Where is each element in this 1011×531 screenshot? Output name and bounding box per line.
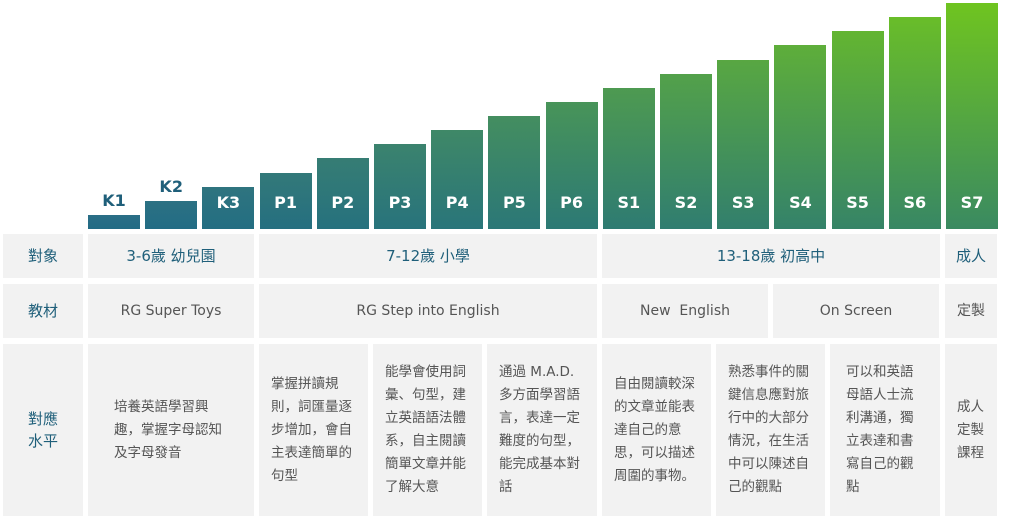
level-label-p5: P5 xyxy=(502,193,526,212)
level-bar-p5 xyxy=(488,116,541,229)
level-bar-k3 xyxy=(202,186,255,229)
target-kindergarten: 3-6歲 幼兒園 xyxy=(88,234,254,278)
row-header-material: 教材 xyxy=(3,284,83,338)
level-bar-s3 xyxy=(717,59,770,229)
level-desc-p1-p2: 掌握拼讀規則，詞匯量逐步增加，會自主表達簡單的句型 xyxy=(259,344,368,516)
level-bar-p3 xyxy=(374,144,426,229)
level-bar-s1 xyxy=(602,87,655,229)
level-bar-p2 xyxy=(316,158,369,229)
level-label-s5: S5 xyxy=(846,193,869,212)
level-label-p4: P4 xyxy=(445,193,469,212)
level-bar-s2 xyxy=(660,73,712,229)
level-desc-p3-p4: 能學會使用詞彙、句型，建立英語語法體系，自主閱讀簡單文章并能了解大意 xyxy=(373,344,482,516)
level-bar-k1 xyxy=(88,215,140,229)
level-desc-k: 培養英語學習興趣，掌握字母認知及字母發音 xyxy=(88,344,254,516)
level-desc-s5-s6: 可以和英語母語人士流利溝通，獨立表達和書寫自己的觀點 xyxy=(830,344,940,516)
material-super-toys: RG Super Toys xyxy=(88,284,254,338)
level-bar-s7 xyxy=(946,3,998,229)
target-adult: 成人 xyxy=(945,234,997,278)
material-new-english: New English xyxy=(602,284,768,338)
level-label-k3: K3 xyxy=(216,193,241,212)
material-step-into-english: RG Step into English xyxy=(259,284,597,338)
level-bar-p6 xyxy=(545,101,598,229)
level-bar-p1 xyxy=(259,172,312,229)
row-header-target: 對象 xyxy=(3,234,83,278)
level-label-s2: S2 xyxy=(674,193,698,212)
level-bar-s5 xyxy=(831,31,884,229)
target-primary: 7-12歲 小學 xyxy=(259,234,597,278)
level-desc-s1-s2: 自由閱讀較深的文章並能表達自己的意思，可以描述周圍的事物。 xyxy=(602,344,711,516)
level-desc-s3-s4: 熟悉事件的關鍵信息應對旅行中的大部分情況，在生活中可以陳述自己的觀點 xyxy=(716,344,825,516)
level-bar-s4 xyxy=(774,45,827,229)
level-label-s7: S7 xyxy=(960,193,984,212)
level-label-p2: P2 xyxy=(331,193,355,212)
level-label-s3: S3 xyxy=(731,193,755,212)
level-label-p3: P3 xyxy=(388,193,412,212)
level-label-s6: S6 xyxy=(903,193,927,212)
row-header-level: 對應水平 xyxy=(3,344,83,516)
level-bar-k2 xyxy=(145,200,198,229)
level-label-s1: S1 xyxy=(617,193,641,212)
material-custom: 定製 xyxy=(945,284,997,338)
level-label-k2: K2 xyxy=(159,176,183,196)
level-label-k1: K1 xyxy=(102,191,126,210)
level-label-p1: P1 xyxy=(274,193,298,212)
target-secondary: 13-18歲 初高中 xyxy=(602,234,940,278)
level-label-p6: P6 xyxy=(560,193,584,212)
level-desc-p5-p6: 通過 M.A.D. 多方面學習語言，表達一定難度的句型，能完成基本對話 xyxy=(487,344,597,516)
level-bar-s6 xyxy=(888,17,941,229)
level-desc-s7: 成人定製課程 xyxy=(945,344,997,516)
level-label-s4: S4 xyxy=(789,193,812,212)
level-bar-p4 xyxy=(431,130,484,229)
material-on-screen: On Screen xyxy=(773,284,939,338)
